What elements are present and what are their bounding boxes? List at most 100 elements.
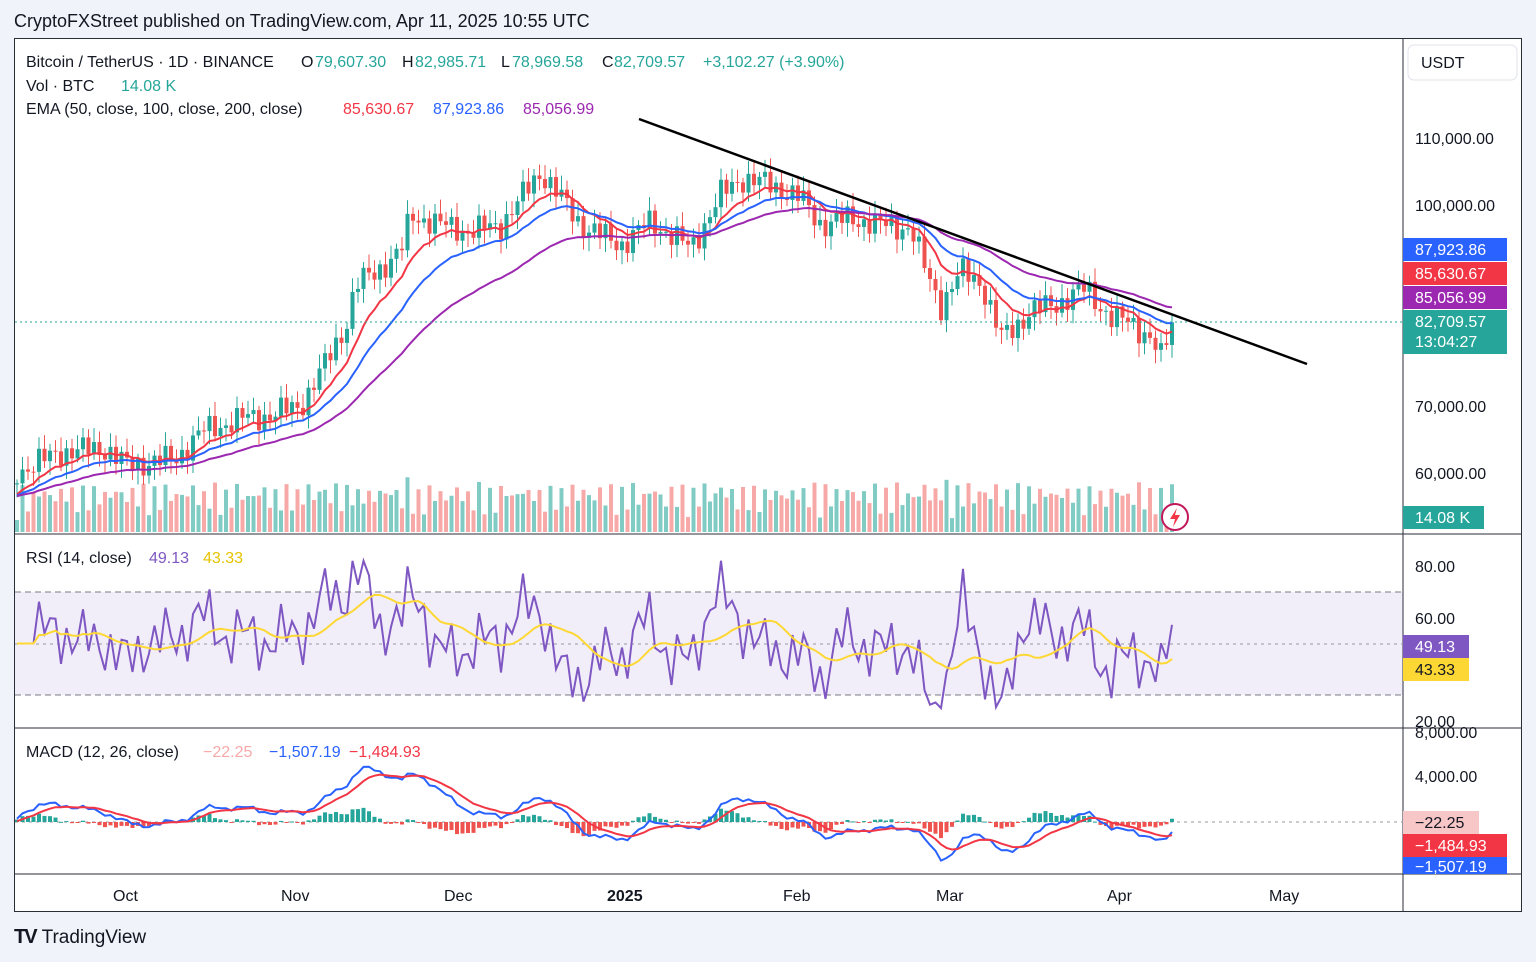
volume-bar [97, 504, 102, 532]
candle-body [1027, 317, 1031, 329]
volume-bar [42, 491, 47, 532]
candle-body [416, 220, 421, 223]
macd-histogram-bar [845, 819, 850, 822]
macd-histogram-bar [840, 822, 844, 824]
volume-bar [1038, 488, 1042, 532]
volume-bar [1076, 488, 1081, 532]
price-tick: 70,000.00 [1415, 399, 1486, 416]
volume-bar [1049, 493, 1053, 532]
volume-bar [455, 487, 459, 532]
candle-body [31, 471, 36, 473]
candle-body [257, 410, 261, 431]
macd-histogram-bar [1016, 822, 1020, 823]
macd-histogram-bar [97, 822, 102, 826]
volume-bar [152, 486, 157, 532]
tradingview-logo[interactable]: TV TradingView [14, 926, 146, 949]
candle-body [147, 465, 151, 476]
candle-body [834, 212, 839, 222]
macd-histogram-bar [345, 814, 349, 822]
flash-icon[interactable] [1161, 503, 1189, 531]
volume-bar [763, 489, 767, 532]
macd-histogram-bar [928, 822, 932, 832]
time-label: Apr [1107, 888, 1133, 905]
volume-bar [169, 500, 173, 532]
macd-histogram-bar [532, 814, 536, 822]
chart-svg[interactable]: Bitcoin / TetherUS · 1D · BINANCE O 79,6… [15, 39, 1521, 911]
candle-body [812, 205, 817, 226]
macd-histogram-bar [664, 819, 668, 822]
macd-histogram-bar [636, 817, 641, 822]
macd-histogram-bar [251, 820, 256, 822]
rsi-ma-badge [1403, 658, 1469, 681]
candle-body [768, 171, 773, 193]
volume-bar [59, 488, 63, 532]
volume-bar [565, 506, 569, 532]
macd-histogram-bar [218, 819, 223, 822]
macd-histogram-bar [730, 811, 734, 822]
candle-body [554, 177, 558, 197]
macd-histogram-bar [631, 820, 635, 822]
volume-bar [829, 506, 833, 532]
volume-bar [603, 505, 608, 532]
volume-bar [262, 487, 267, 532]
macd-histogram-bar [1148, 822, 1152, 827]
volume-bar [801, 488, 806, 532]
candle-body [873, 213, 877, 234]
time-label: 2025 [607, 888, 643, 905]
volume-bar [471, 510, 476, 532]
macd-histogram-bar [323, 812, 327, 822]
volume-bar [383, 493, 388, 532]
volume-bar [625, 509, 630, 532]
macd-histogram-bar [257, 822, 261, 826]
candle-body [1153, 337, 1158, 350]
candle-body [840, 212, 844, 223]
volume-bar [1153, 514, 1158, 532]
candle-body [620, 241, 624, 251]
volume-bar [878, 513, 883, 532]
volume-bar [647, 493, 652, 532]
macd-histogram-bar [499, 822, 503, 829]
volume-bar [1010, 509, 1015, 532]
candle-body [372, 272, 377, 280]
volume-bar [37, 496, 41, 532]
candle-body [405, 213, 410, 251]
candle-body [1038, 300, 1042, 313]
volume-bar [862, 491, 866, 532]
price-tick: 110,000.00 [1415, 131, 1494, 148]
volume-bar [686, 516, 690, 532]
macd-histogram-bar [92, 822, 96, 823]
candle-body [1082, 284, 1086, 292]
legend-macd-signal: −1,484.93 [349, 744, 421, 761]
candle-body [576, 216, 580, 222]
macd-histogram-bar [1170, 818, 1174, 822]
macd-histogram-bar [477, 822, 481, 828]
volume-bar [405, 477, 410, 532]
legend-rsi-label: RSI (14, close) [26, 550, 132, 567]
macd-histogram-bar [383, 822, 388, 824]
volume-bar [917, 496, 921, 532]
legend-macd-hist: −22.25 [203, 744, 252, 761]
candle-body [268, 414, 272, 421]
chart-frame[interactable]: Bitcoin / TetherUS · 1D · BINANCE O 79,6… [14, 38, 1522, 912]
candle-body [510, 214, 514, 216]
candle-body [37, 448, 41, 472]
volume-bar [526, 489, 531, 532]
candle-body [691, 237, 696, 245]
candle-body [301, 407, 305, 416]
candle-body [977, 275, 982, 286]
candle-body [823, 219, 828, 237]
volume-bar [1126, 493, 1130, 532]
volume-bar [631, 483, 635, 532]
candle-body [1032, 300, 1037, 318]
candle-body [207, 415, 212, 432]
macd-histogram-bar [999, 822, 1004, 829]
currency-button[interactable] [1407, 44, 1518, 81]
trend-line[interactable] [638, 117, 1308, 366]
macd-histogram-bar [812, 822, 817, 832]
candle-body [933, 278, 938, 291]
volume-bar [378, 490, 382, 532]
macd-histogram-bar [620, 822, 624, 826]
candle-body [631, 230, 635, 254]
volume-bar [290, 510, 294, 532]
volume-bar [1082, 515, 1086, 532]
